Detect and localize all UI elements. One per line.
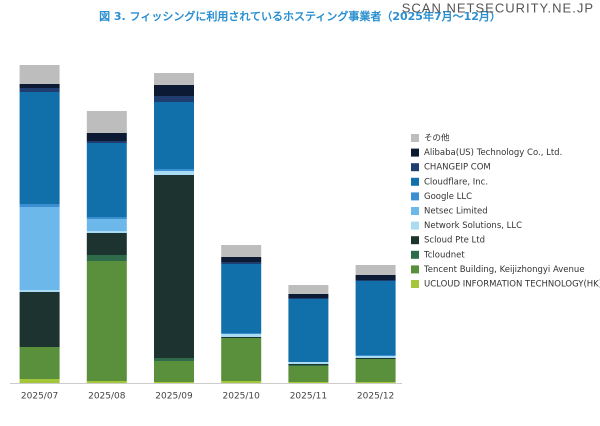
bar-segment — [154, 175, 194, 358]
bar-segment — [221, 245, 262, 257]
bar-segment — [154, 358, 194, 361]
bar-segment — [288, 298, 329, 299]
bar-segment — [86, 261, 127, 381]
bar-segment — [221, 381, 262, 383]
bar-segment — [288, 285, 329, 294]
bar-segment — [221, 264, 262, 333]
legend-swatch — [411, 207, 419, 215]
bar-segment — [288, 364, 329, 365]
bar-segment — [355, 358, 396, 359]
legend-label: CHANGEIP COM — [424, 163, 491, 173]
bar-segment — [221, 334, 262, 337]
legend-swatch — [411, 221, 419, 230]
bar-segment — [19, 65, 60, 84]
bar-segment — [86, 231, 127, 233]
bar-segment — [221, 337, 262, 338]
legend-label: Tencent Building, Keijizhongyi Avenue — [423, 265, 585, 275]
legend-label: Google LLC — [424, 192, 472, 202]
bar-segment — [19, 292, 60, 347]
bar-segment — [355, 355, 396, 356]
legend-label: Alibaba(US) Technology Co., Ltd. — [424, 148, 562, 158]
bar-segment — [288, 382, 329, 383]
bar-segment — [288, 294, 329, 298]
legend-label: Tcloudnet — [423, 250, 465, 260]
bar-segment — [288, 366, 329, 382]
x-tick-label: 2025/12 — [357, 392, 394, 402]
bar-segment — [86, 219, 127, 231]
bar-segment — [355, 281, 396, 355]
bar-segment — [19, 290, 60, 292]
bar-segment — [154, 73, 194, 85]
bar-segment — [19, 379, 60, 383]
legend-label: Cloudflare, Inc. — [424, 177, 488, 187]
bar-segment — [355, 356, 396, 358]
legend-swatch — [411, 250, 419, 259]
legend-label: Netsec Limited — [424, 207, 488, 217]
bar-segment — [221, 338, 262, 381]
legend-swatch — [411, 265, 419, 274]
legend-swatch — [411, 236, 419, 245]
bar-segment — [355, 359, 396, 382]
bar-segment — [154, 85, 194, 96]
legend-swatch — [411, 134, 419, 142]
bar-segment — [19, 84, 60, 88]
legend-label: UCLOUD INFORMATION TECHNOLOGY(HK) — [424, 280, 600, 290]
legend-label: Network Solutions, LLC — [424, 221, 522, 231]
bar-segment — [86, 255, 127, 261]
bar-segment — [86, 233, 127, 255]
legend-label: その他 — [424, 133, 450, 144]
bar-segment — [154, 382, 194, 383]
bar-segment — [221, 262, 262, 264]
bar-segment — [86, 111, 127, 133]
bar-segment — [154, 361, 194, 382]
bar-segment — [19, 347, 60, 379]
x-tick-label: 2025/08 — [88, 392, 126, 402]
legend-swatch — [411, 177, 419, 186]
bar-segment — [154, 171, 194, 175]
legend-label: Scloud Pte Ltd — [424, 236, 485, 246]
bar-segment — [19, 207, 60, 290]
bar-segment — [154, 96, 194, 102]
legend-swatch — [411, 280, 419, 288]
bar-segment — [86, 217, 127, 219]
bar-segment — [355, 265, 396, 275]
bar-segment — [19, 204, 60, 207]
bar-segment — [154, 169, 194, 171]
bar-segment — [355, 382, 396, 383]
bar-segment — [355, 280, 396, 281]
bar-segment — [86, 143, 127, 217]
legend-swatch — [411, 148, 419, 157]
x-tick-label: 2025/07 — [21, 392, 58, 402]
bar-segment — [288, 362, 329, 364]
bar-segment — [154, 102, 194, 169]
bar-segment — [86, 381, 127, 383]
bar-segment — [86, 141, 127, 143]
x-tick-label: 2025/09 — [155, 392, 193, 402]
bar-segment — [288, 365, 329, 366]
bar-segment — [19, 92, 60, 204]
bar-segment — [221, 257, 262, 262]
legend-swatch — [411, 163, 419, 172]
legend-swatch — [411, 192, 419, 201]
bar-segment — [86, 133, 127, 141]
bar-segment — [221, 333, 262, 334]
bar-segment — [288, 299, 329, 362]
chart-title: 図 3. フィッシングに利用されているホスティング事業者（2025年7月～12月… — [99, 9, 501, 23]
x-tick-label: 2025/11 — [290, 392, 327, 402]
x-tick-label: 2025/10 — [223, 392, 261, 402]
watermark: SCAN.NETSECURITY.NE.JP — [402, 0, 594, 15]
bar-segment — [355, 275, 396, 280]
bar-segment — [19, 88, 60, 92]
